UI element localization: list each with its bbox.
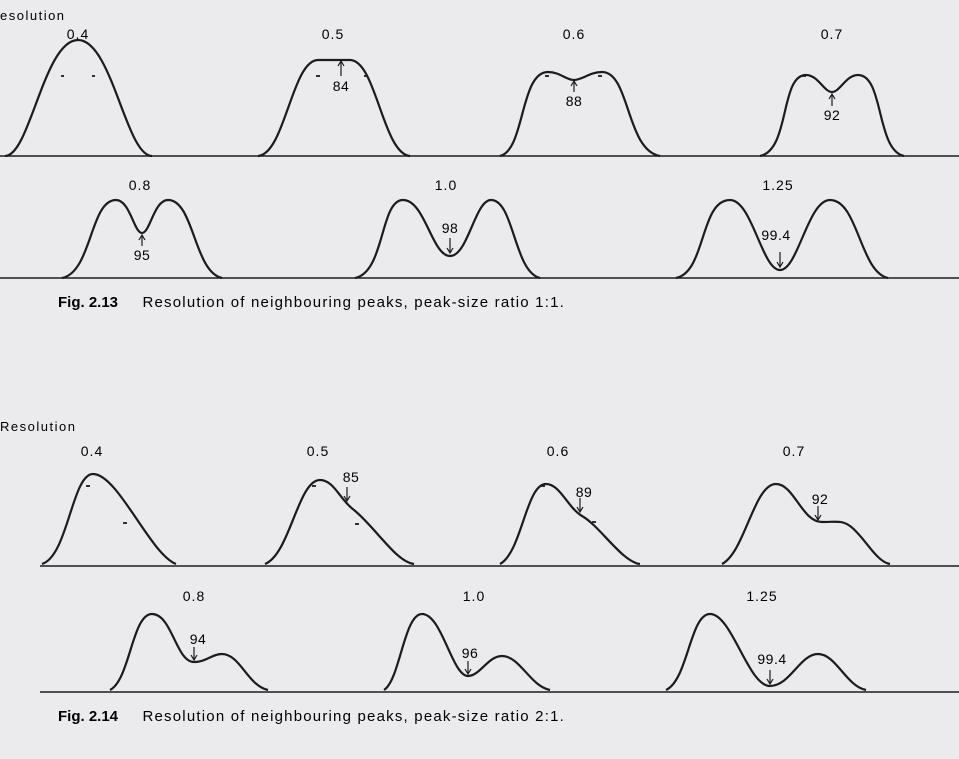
chromatogram-curve [61, 198, 223, 280]
valley-percent-label: 92 [812, 491, 829, 507]
resolution-label: 0.6 [563, 26, 585, 42]
chromatogram-curve [499, 70, 661, 158]
valley-percent-label: 95 [134, 247, 151, 263]
valley-arrows [138, 59, 836, 269]
figure-2-14: Resolution 0.4 0.5 0.6 0.7 0.8 1.0 1.25 [0, 419, 959, 725]
resolution-label: 0.7 [821, 26, 843, 42]
chromatogram-curve [4, 38, 153, 158]
resolution-heading: esolution [0, 8, 66, 23]
chromatogram-curve [109, 612, 269, 692]
chromatogram-curve [354, 198, 541, 280]
valley-percent-label: 89 [576, 484, 593, 500]
resolution-label: 0.6 [547, 443, 569, 459]
figure-caption: Fig. 2.14 Resolution of neighbouring pea… [58, 708, 565, 725]
resolution-label: 0.8 [183, 588, 205, 604]
figure-2-13: esolution 0.4 0.5 0.6 0.7 0.8 1.0 1.25 [0, 8, 959, 311]
chromatogram-curve [721, 482, 891, 566]
valley-percent-label: 99.4 [761, 227, 790, 243]
chromatogram-curve [759, 73, 905, 158]
valley-percent-label: 96 [462, 645, 479, 661]
valley-percent-label: 94 [190, 631, 207, 647]
caption-number: Fig. 2.13 [58, 294, 118, 311]
resolution-label: 1.0 [435, 177, 457, 193]
chromatogram-curve [383, 612, 551, 692]
resolution-label: 0.5 [307, 443, 329, 459]
caption-number: Fig. 2.14 [58, 708, 119, 725]
resolution-label: 0.8 [129, 177, 151, 193]
resolution-label: 1.25 [746, 588, 777, 604]
resolution-label: 1.0 [463, 588, 485, 604]
resolution-label: 0.5 [322, 26, 344, 42]
chromatogram-curve [264, 478, 415, 566]
chromatogram-curve [665, 612, 867, 692]
valley-arrows [190, 487, 822, 686]
peak-tick-marks [86, 485, 596, 525]
resolution-label: 1.25 [762, 177, 793, 193]
caption-text: Resolution of neighbouring peaks, peak-s… [142, 294, 565, 311]
valley-percent-label: 84 [333, 78, 350, 94]
valley-percent-label: 99.4 [757, 651, 786, 667]
chromatogram-curve [499, 482, 641, 566]
resolution-label: 0.7 [783, 443, 805, 459]
valley-percent-label: 92 [824, 107, 841, 123]
resolution-label: 0.4 [81, 443, 103, 459]
valley-percent-label: 98 [442, 220, 459, 236]
resolution-heading: Resolution [0, 419, 76, 434]
figure-caption: Fig. 2.13 Resolution of neighbouring pea… [58, 294, 565, 311]
chromatogram-curve [675, 198, 889, 280]
chromatogram-curve [257, 58, 411, 158]
resolution-label: 0.4 [67, 26, 89, 42]
valley-percent-label: 88 [566, 93, 583, 109]
chromatogram-curve [41, 472, 177, 566]
valley-percent-label: 85 [343, 469, 360, 485]
caption-text: Resolution of neighbouring peaks, peak-s… [142, 708, 565, 725]
